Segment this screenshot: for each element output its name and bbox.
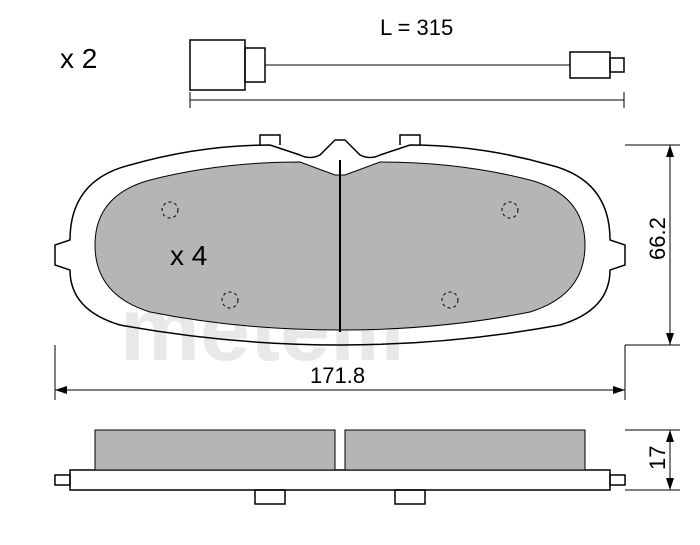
height-dimension: 66.2 [625, 145, 680, 345]
thickness-dimension: 17 [625, 430, 680, 490]
pad-qty-label: x 4 [170, 240, 207, 271]
pad-side-view [55, 430, 625, 504]
sensor-length-label: L = 315 [380, 15, 453, 40]
width-label: 171.8 [310, 363, 365, 388]
brake-pad-diagram: metelli L = 315 x 2 x 4 [0, 0, 700, 545]
height-label: 66.2 [645, 217, 670, 260]
sensor-qty-label: x 2 [60, 43, 97, 74]
sensor-assembly: L = 315 [190, 15, 624, 108]
thickness-label: 17 [645, 446, 670, 470]
